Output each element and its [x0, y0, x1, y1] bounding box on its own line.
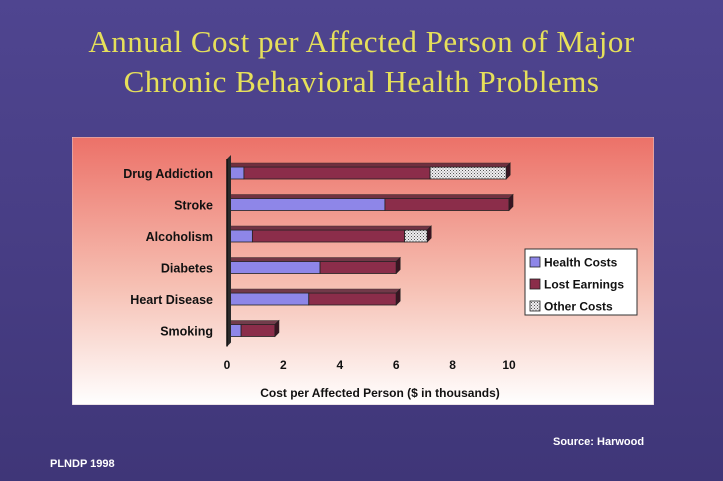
- bar-end-cap: [274, 319, 280, 338]
- category-label: Diabetes: [161, 262, 213, 276]
- bar-segment: [384, 198, 510, 211]
- bar-end-cap: [395, 256, 401, 275]
- legend-label: Lost Earnings: [544, 278, 624, 292]
- legend-label: Health Costs: [544, 256, 618, 270]
- bar-segment: [226, 292, 310, 306]
- slide-title-line-2: Chronic Behavioral Health Problems: [123, 64, 600, 99]
- legend-swatch: [529, 256, 541, 268]
- bar-segment: [319, 261, 397, 274]
- source-note: Source: Harwood: [553, 436, 645, 448]
- x-tick-label: 4: [336, 358, 343, 372]
- legend-box: [524, 248, 638, 316]
- bar-top-face: [226, 225, 432, 231]
- x-tick-label: 6: [393, 358, 400, 372]
- bar-top-face: [226, 320, 280, 325]
- chart-panel: Drug Addiction Stroke Alcoholism Diabetes He…: [72, 137, 654, 405]
- bar-segment: [429, 166, 507, 180]
- bar-top-face: [226, 162, 511, 168]
- x-tick-label: 2: [280, 358, 287, 372]
- stacked-bar-chart: Drug Addiction Stroke Alcoholism Diabetes He…: [72, 137, 654, 405]
- bar-end-cap: [395, 288, 401, 306]
- legend-swatch: [529, 300, 541, 312]
- bar-segment: [251, 229, 406, 243]
- legend-label: Other Costs: [544, 300, 613, 314]
- bar-segment: [243, 166, 431, 180]
- category-label: Alcoholism: [146, 230, 213, 244]
- bar-end-cap: [505, 162, 511, 180]
- slide-title: Annual Cost per Affected Person of Major…: [0, 22, 723, 102]
- category-label: Drug Addiction: [123, 167, 213, 181]
- bar-segment: [404, 229, 428, 243]
- bar-segment: [226, 261, 321, 274]
- bar-end-cap: [508, 193, 514, 212]
- footer-note: PLNDP 1998: [50, 458, 115, 470]
- bar-end-cap: [426, 225, 432, 243]
- bar-segment: [226, 198, 386, 211]
- category-label: Heart Disease: [130, 293, 213, 307]
- slide-title-line-1: Annual Cost per Affected Person of Major: [88, 24, 635, 59]
- category-label: Smoking: [160, 325, 213, 339]
- axis-wall: [227, 155, 231, 347]
- legend-swatch: [529, 278, 541, 290]
- bar-top-face: [226, 194, 514, 199]
- bar-segment: [240, 324, 276, 337]
- x-tick-label: 10: [502, 358, 516, 372]
- bar-top-face: [226, 257, 401, 262]
- bar-top-face: [226, 288, 401, 294]
- bar-segment: [308, 292, 397, 306]
- category-label: Stroke: [174, 199, 213, 213]
- x-tick-label: 0: [224, 358, 231, 372]
- x-tick-label: 8: [449, 358, 456, 372]
- x-axis-title: Cost per Affected Person ($ in thousands…: [260, 386, 500, 400]
